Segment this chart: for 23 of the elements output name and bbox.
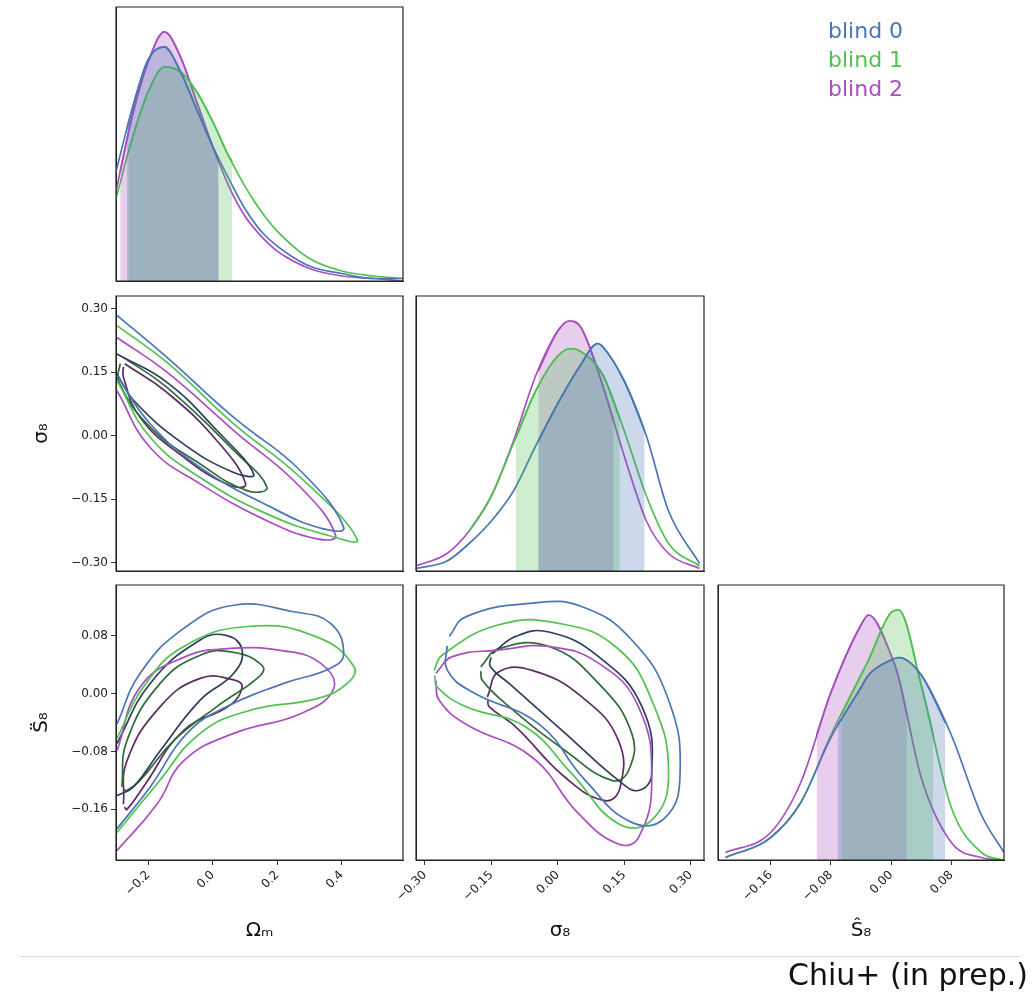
y-tick-label: −0.08: [71, 743, 108, 758]
y-tick-label: −0.30: [71, 554, 108, 569]
text: blind 0: [828, 17, 904, 45]
line-series: [116, 646, 336, 852]
text: Chiu+ (in prep.): [787, 957, 1028, 992]
y-tick-label: −0.16: [71, 801, 108, 816]
line-series: [116, 633, 244, 797]
x-axis-title: Ωₘ: [245, 917, 274, 942]
text: blind 2: [828, 75, 904, 103]
y-axis-title: S̈₈: [28, 712, 53, 733]
y-tick-label: 0.15: [81, 364, 108, 379]
y-tick-label: 0.00: [81, 427, 108, 442]
y-tick-label: 0.08: [81, 627, 108, 642]
y-axis-title: σ₈: [28, 423, 53, 444]
x-axis-title: σ₈: [549, 917, 571, 942]
x-tick-label: 0.4: [322, 867, 347, 891]
y-tick-label: 0.30: [81, 300, 108, 315]
x-axis-title: Ŝ₈: [850, 917, 872, 942]
x-tick-label: 0.2: [258, 867, 282, 891]
y-tick-label: 0.00: [81, 685, 108, 700]
text: blind 1: [828, 46, 904, 74]
y-tick-label: −0.15: [71, 491, 108, 506]
x-tick-label: 0.0: [193, 867, 218, 891]
